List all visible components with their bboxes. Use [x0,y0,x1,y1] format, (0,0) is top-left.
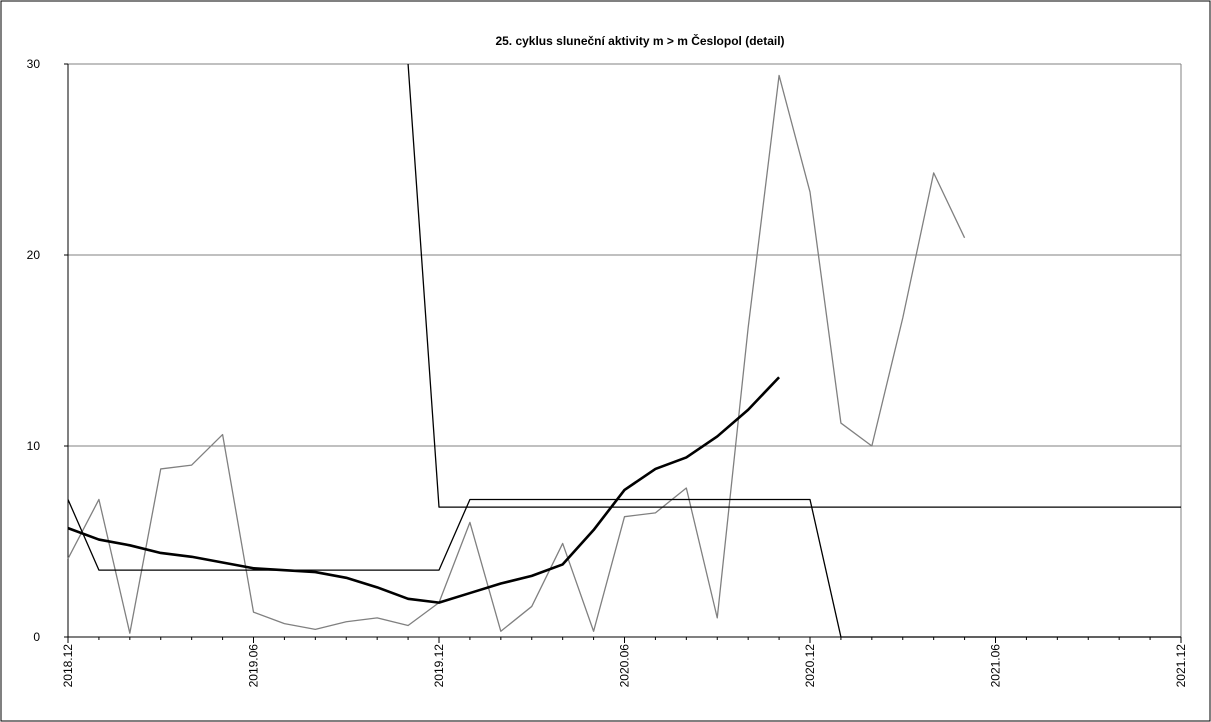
y-tick-label: 10 [27,439,41,453]
chart-title: 25. cyklus sluneční aktivity m > m Česlo… [495,33,784,48]
x-axis-tick-labels: 2018.12 2019.06 2019.12 2020.06 2020.12 2021.… [61,644,1188,688]
grid-lines [68,63,1182,637]
y-tick-label: 20 [27,248,41,262]
y-tick-label: 30 [27,57,41,71]
x-tick-label: 2019.12 [432,644,446,688]
series-line-bound-2 [67,498,1181,638]
x-tick-label: 2018.12 [61,644,75,688]
series-line-smoothed-1 [67,376,781,604]
series-group [67,63,1181,638]
x-tick-label: 2021.06 [989,644,1003,688]
y-axis-tick-labels: 0 10 20 30 [27,57,41,644]
series-line-monthly-0 [67,74,966,634]
x-tick-label: 2020.06 [618,644,632,688]
x-tick-label: 2020.12 [803,644,817,688]
series-line-bound-3 [407,63,1181,508]
x-tick-label: 2019.06 [247,644,261,688]
x-tick-label: 2021.12 [1174,644,1188,688]
y-tick-label: 0 [33,630,40,644]
